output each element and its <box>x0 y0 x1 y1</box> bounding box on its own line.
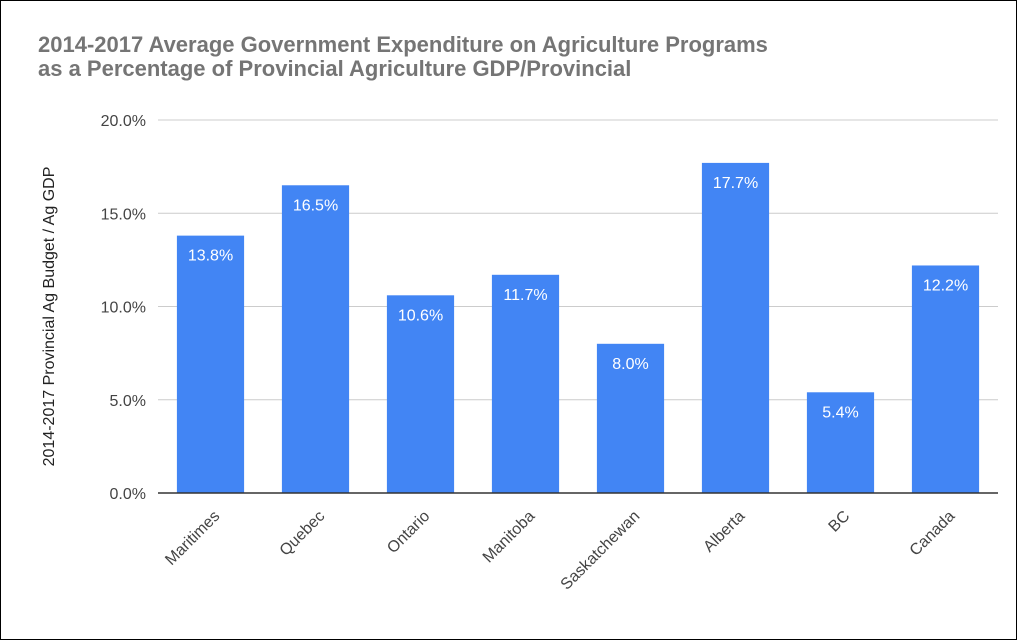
bar-bc <box>806 392 875 493</box>
data-label: 12.2% <box>923 277 968 294</box>
data-label: 13.8% <box>188 248 233 265</box>
bar-manitoba <box>491 274 560 493</box>
chart-title-line-1: 2014-2017 Average Government Expenditure… <box>38 32 768 57</box>
bar-saskatchewan <box>596 343 665 493</box>
chart-title: 2014-2017 Average Government Expenditure… <box>38 33 998 81</box>
bar-alberta <box>701 162 770 493</box>
y-tick-label: 10.0% <box>101 300 146 317</box>
x-tick-label: BC <box>826 508 854 536</box>
data-label: 5.4% <box>822 404 858 421</box>
x-tick-label: Manitoba <box>480 508 539 567</box>
y-tick-label: 5.0% <box>110 393 146 410</box>
data-label: 11.7% <box>503 287 547 304</box>
x-tick-label: Maritimes <box>162 508 223 569</box>
data-label: 8.0% <box>612 356 648 373</box>
x-tick-label: Quebec <box>277 508 329 560</box>
x-tick-label: Canada <box>907 508 959 560</box>
bar-ontario <box>386 295 455 493</box>
y-axis-label: 2014-2017 Provincial Ag Budget / Ag GDP <box>41 167 58 467</box>
bar-maritimes <box>176 235 245 493</box>
x-tick-label: Ontario <box>384 508 433 557</box>
chart-title-line-2: as a Percentage of Provincial Agricultur… <box>38 56 632 81</box>
y-tick-label: 0.0% <box>110 486 146 503</box>
bar-canada <box>911 265 980 493</box>
bars <box>176 162 980 493</box>
data-label: 17.7% <box>713 175 758 192</box>
bar-quebec <box>281 185 350 493</box>
y-axis-tick-labels: 0.0% 5.0% 10.0% 15.0% 20.0% <box>101 113 146 503</box>
x-tick-label: Saskatchewan <box>558 508 644 594</box>
x-tick-label: Alberta <box>700 508 748 556</box>
data-labels: 13.8% 16.5% 10.6% 11.7% 8.0% 17.7% 5.4% 12.2% <box>188 175 968 421</box>
data-label: 10.6% <box>398 307 443 324</box>
y-tick-label: 20.0% <box>101 113 146 130</box>
y-tick-label: 15.0% <box>101 206 146 223</box>
x-axis-tick-labels: Maritimes Quebec Ontario Manitoba Saskatchew… <box>162 508 958 594</box>
data-label: 16.5% <box>293 197 338 214</box>
